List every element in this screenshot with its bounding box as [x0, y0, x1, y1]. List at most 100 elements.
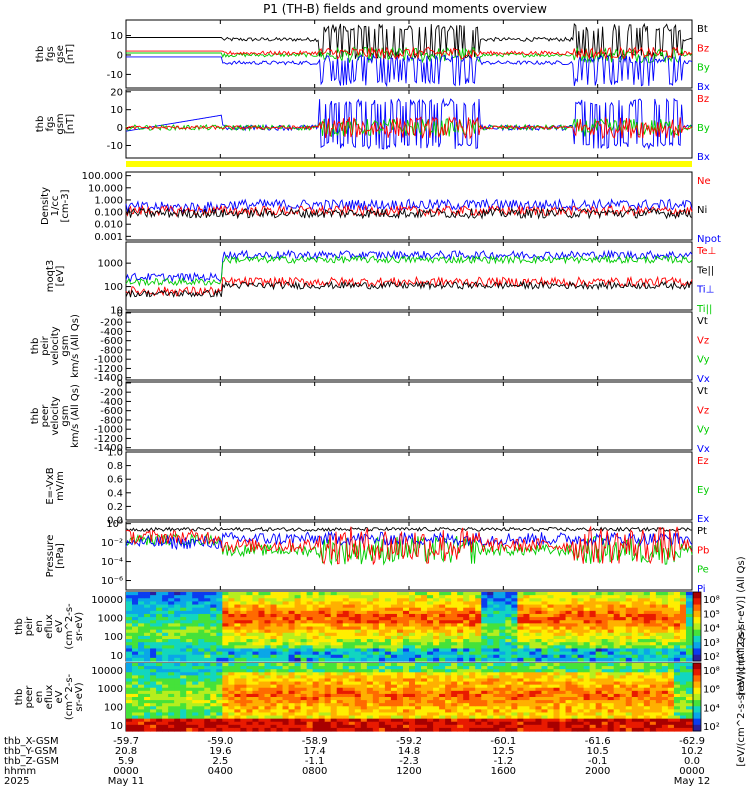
spectrogram-cell — [481, 648, 488, 653]
spectrogram-cell — [517, 592, 524, 596]
spectrogram-cell — [547, 645, 555, 650]
y-axis-label-line: peer — [40, 404, 51, 428]
spectrogram-cell — [433, 712, 440, 717]
spectrogram-cell — [198, 607, 205, 612]
spectrogram-cell — [132, 598, 139, 603]
spectrogram-cell — [487, 635, 494, 640]
spectrogram-cell — [300, 635, 308, 640]
spectrogram-cell — [342, 672, 350, 676]
spectrogram-cell — [571, 663, 579, 667]
spectrogram-cell — [607, 684, 615, 689]
spectrogram-cell — [192, 623, 199, 628]
spectrogram-cell — [511, 681, 518, 686]
spectrogram-cell — [246, 645, 254, 650]
spectrogram-cell — [132, 706, 139, 710]
spectrogram-cell — [535, 657, 543, 662]
y-axis-label-line: mV/m — [55, 471, 66, 501]
spectrogram-cell — [649, 617, 657, 621]
spectrogram-cell — [156, 632, 163, 637]
spectrogram-cell — [216, 724, 223, 729]
spectrogram-cell — [198, 681, 205, 686]
spectrogram-cell — [282, 715, 290, 720]
spectrogram-cell — [270, 617, 278, 621]
spectrogram-cell — [463, 721, 470, 726]
spectrogram-cell — [150, 617, 157, 621]
y-axis-label-line: velocity — [50, 396, 61, 435]
spectrogram-cell — [655, 681, 663, 686]
spectrogram-cell — [288, 681, 296, 686]
spectrogram-cell — [481, 727, 488, 732]
spectrogram-cell — [637, 601, 645, 606]
spectrogram-cell — [180, 693, 187, 698]
spectrogram-cell — [541, 648, 549, 653]
spectrogram-cell — [493, 715, 500, 720]
spectrogram-cell — [541, 595, 549, 599]
spectrogram-cell — [427, 672, 434, 676]
spectrogram-cell — [595, 669, 603, 673]
spectrogram-cell — [679, 648, 687, 653]
spectrogram-cell — [378, 690, 386, 695]
spectrogram-cell — [667, 635, 675, 640]
spectrogram-cell — [294, 648, 302, 653]
spectrogram-cell — [216, 666, 223, 670]
spectrogram-cell — [126, 712, 133, 717]
spectrogram-cell — [156, 657, 163, 662]
spectrogram-cell — [192, 672, 199, 676]
spectrogram-cell — [469, 709, 476, 714]
spectrogram-cell — [312, 626, 320, 631]
spectrogram-cell — [547, 657, 555, 662]
spectrogram-cell — [366, 645, 374, 650]
spectrogram-cell — [384, 703, 392, 707]
spectrogram-cell — [451, 678, 458, 683]
spectrogram-cell — [282, 613, 290, 618]
spectrogram-cell — [270, 654, 278, 659]
spectrogram-cell — [192, 642, 199, 646]
spectrogram-cell — [469, 706, 476, 710]
spectrogram-cell — [631, 617, 639, 621]
spectrogram-cell — [282, 672, 290, 676]
spectrogram-cell — [559, 635, 567, 640]
spectrogram-cell — [234, 645, 241, 650]
spectrogram-cell — [601, 645, 609, 650]
spectrogram-cell — [264, 666, 272, 670]
spectrogram-cell — [378, 629, 386, 634]
spectrogram-cell — [348, 663, 356, 667]
spectrogram-cell — [409, 718, 416, 723]
spectrogram-cell — [553, 703, 561, 707]
spectrogram-cell — [258, 706, 266, 710]
spectrogram-cell — [144, 635, 151, 640]
spectrogram-cell — [312, 620, 320, 624]
spectrogram-cell — [192, 595, 199, 599]
spectrogram-cell — [421, 617, 428, 621]
spectrogram-cell — [481, 626, 488, 631]
spectrogram-cell — [354, 610, 362, 615]
spectrogram-cell — [144, 718, 151, 723]
spectrogram-cell — [210, 706, 217, 710]
spectrogram-cell — [433, 629, 440, 634]
spectrogram-cell — [463, 690, 470, 695]
spectrogram-cell — [553, 675, 561, 680]
spectrogram-cell — [378, 706, 386, 710]
spectrogram-cell — [216, 598, 223, 603]
series-npot — [125, 198, 693, 214]
spectrogram-cell — [589, 709, 597, 714]
spectrogram-cell — [342, 669, 350, 673]
spectrogram-cell — [457, 604, 464, 609]
spectrogram-cell — [324, 706, 332, 710]
colorbar-segment — [693, 642, 701, 649]
spectrogram-cell — [288, 610, 296, 615]
spectrogram-cell — [535, 632, 543, 637]
panel-pressure — [125, 525, 693, 566]
y-axis-label-peir_velocity: thbpeirvelocitygsmkm/s (All Qs) — [30, 314, 81, 378]
spectrogram-cell — [144, 712, 151, 717]
spectrogram-cell — [529, 727, 537, 732]
y-tick-label: -10 — [107, 70, 123, 81]
series-ni — [125, 207, 693, 220]
time-axis-value: 20.8 — [115, 746, 137, 757]
spectrogram-cell — [270, 715, 278, 720]
spectrogram-cell — [427, 700, 434, 704]
spectrogram-cell — [547, 684, 555, 689]
y-tick-label: -200 — [100, 388, 123, 399]
spectrogram-cell — [427, 715, 434, 720]
y-tick-label: 0.4 — [107, 488, 123, 499]
